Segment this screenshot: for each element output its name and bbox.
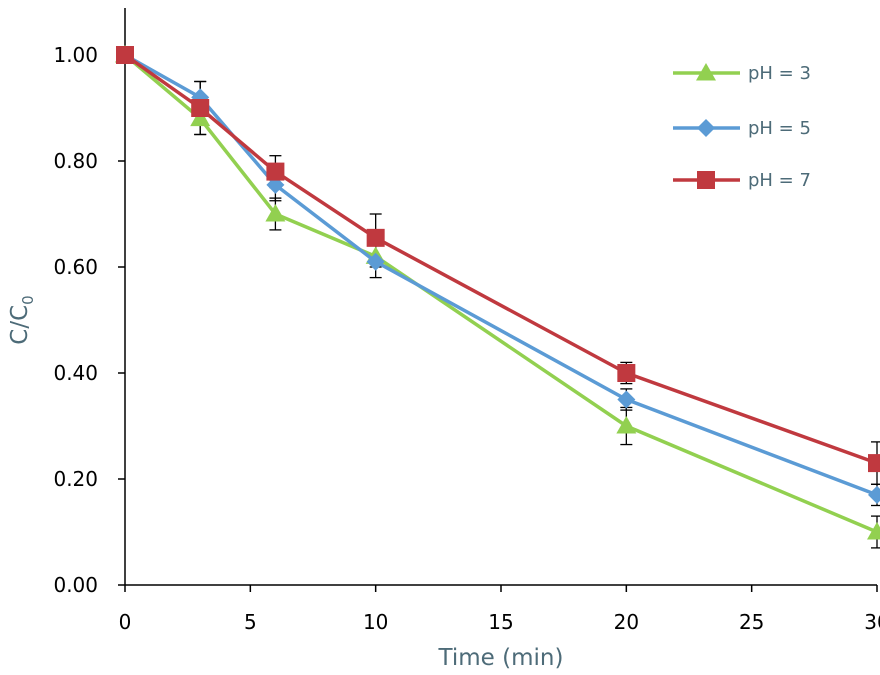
legend-item: pH = 3 (673, 63, 811, 84)
series-1 (116, 46, 880, 504)
data-point (116, 46, 134, 64)
data-point (868, 454, 880, 473)
y-tick-label: 0.00 (53, 573, 98, 597)
axes (124, 8, 877, 586)
y-axis-title-subscript: 0 (19, 295, 37, 305)
data-point (190, 108, 211, 127)
data-point (366, 252, 385, 271)
legend-label: pH = 5 (748, 118, 811, 139)
series-errorbars-2 (194, 80, 880, 485)
x-tick-label: 30 (864, 610, 880, 634)
x-ticks: 0 5 10 15 20 25 30 (119, 585, 880, 634)
y-tick-label: 0.80 (53, 149, 98, 173)
legend-marker (697, 171, 715, 189)
series-line (123, 53, 878, 534)
series-errorbars-1 (194, 80, 880, 507)
x-tick-label: 20 (614, 610, 639, 634)
y-tick-label: 0.60 (53, 255, 98, 279)
series-line (124, 53, 878, 497)
data-point (266, 162, 285, 181)
legend-marker (696, 63, 716, 81)
data-point (366, 228, 385, 247)
series-layer (115, 45, 880, 549)
series-line (123, 53, 878, 465)
data-point (868, 485, 880, 504)
x-tick-label: 5 (244, 610, 257, 634)
y-tick-label: 0.20 (53, 467, 98, 491)
y-tick-label: 1.00 (53, 43, 98, 67)
y-ticks: 0.00 0.20 0.40 0.60 0.80 1.00 (53, 43, 125, 597)
x-axis-title: Time (min) (438, 645, 564, 671)
x-tick-label: 10 (363, 610, 388, 634)
legend-label: pH = 7 (748, 170, 811, 191)
x-tick-label: 15 (488, 610, 513, 634)
data-point (265, 204, 286, 222)
legend-marker (697, 119, 715, 137)
data-point (867, 522, 880, 540)
x-tick-label: 25 (739, 610, 764, 634)
legend-item: pH = 7 (673, 170, 811, 191)
data-point (616, 416, 637, 434)
legend-label: pH = 3 (748, 63, 811, 84)
legend-item: pH = 5 (673, 118, 811, 139)
y-axis-title-main: C/C (7, 305, 33, 345)
y-tick-label: 0.40 (53, 361, 98, 385)
data-point (617, 364, 636, 382)
legend: pH = 3 pH = 5 pH = 7 (673, 63, 811, 191)
data-point (617, 390, 636, 409)
y-axis-title: C/C0 (7, 295, 37, 344)
series-2 (116, 46, 880, 473)
x-tick-label: 0 (119, 610, 132, 634)
data-point (191, 99, 210, 117)
